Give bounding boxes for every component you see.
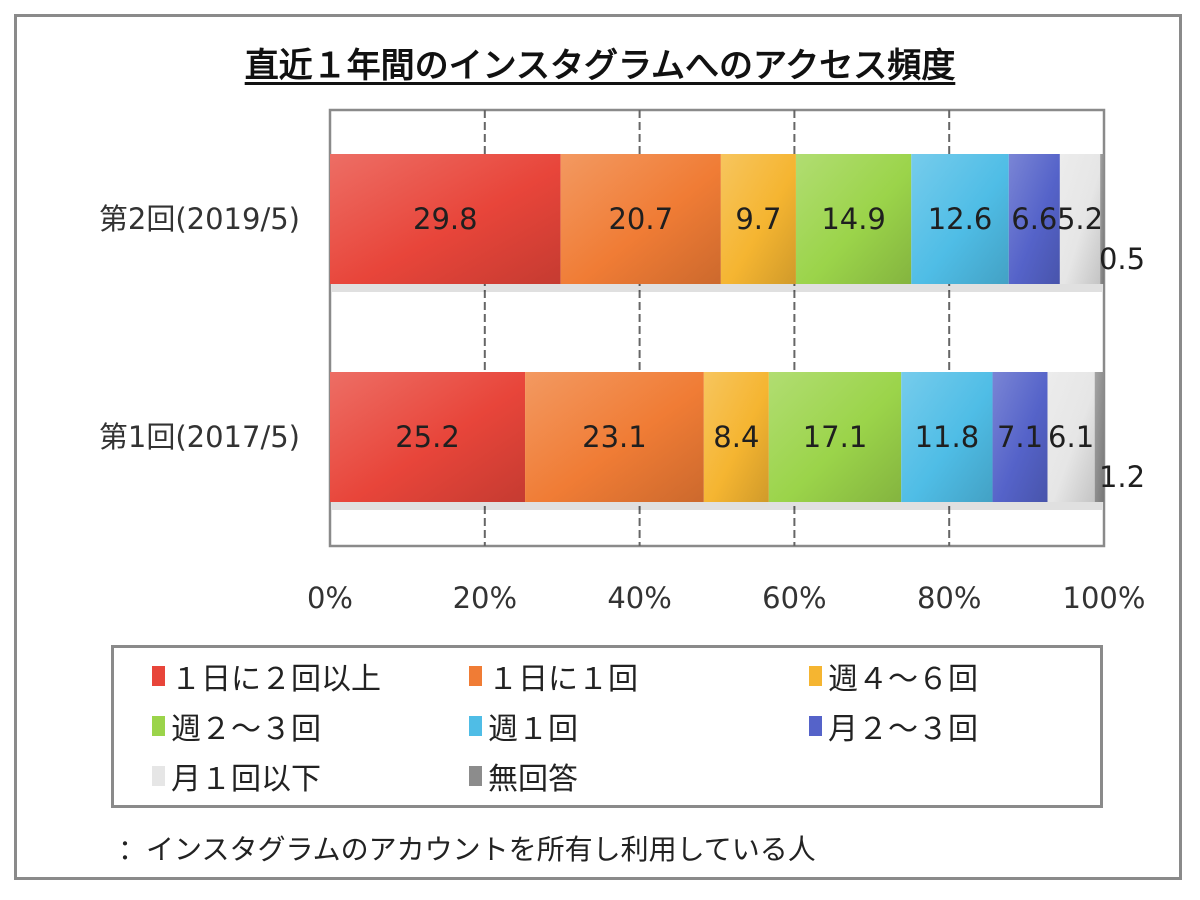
data-label: 11.8 [915, 420, 980, 454]
bar-segment [768, 372, 902, 502]
data-label: 5.2 [1057, 202, 1103, 236]
bar-segment [1047, 372, 1095, 502]
legend-label: 月２～３回 [828, 712, 978, 747]
x-tick-label: 100% [1063, 581, 1146, 615]
bar-segment [911, 154, 1009, 284]
legend-item: 週２～３回 [152, 704, 321, 748]
bar-segment [795, 154, 912, 284]
legend-swatch [809, 666, 822, 686]
legend-label: 無回答 [488, 762, 578, 797]
data-label: 14.9 [821, 202, 886, 236]
legend-swatch [469, 766, 482, 786]
data-label: 12.6 [928, 202, 993, 236]
legend-item: 無回答 [469, 754, 578, 798]
legend: １日に２回以上 １日に１回 週４～６回週２～３回 週１回 月２～３回月１回以下 無回答 [111, 645, 1103, 808]
legend-item: 週１回 [469, 704, 578, 748]
plot-area: 0% 20% 40% 60% 80% 100% 第2回(2019/5) 29.8 20.7 9.7… [99, 108, 1146, 615]
bar-shadow [332, 502, 1102, 510]
category-label: 第1回(2017/5) [99, 420, 300, 454]
bar-segment [560, 154, 721, 284]
bar-segment [720, 154, 796, 284]
chart-title: 直近１年間のインスタグラムへのアクセス頻度 [0, 38, 1200, 87]
data-label: 23.1 [582, 420, 647, 454]
bar-segment [1100, 154, 1104, 284]
category-label: 第2回(2019/5) [99, 202, 300, 236]
data-label: 29.8 [413, 202, 478, 236]
data-label: 6.6 [1011, 202, 1057, 236]
bar-segment [1059, 154, 1101, 284]
legend-swatch [152, 766, 165, 786]
data-label: 7.1 [997, 420, 1043, 454]
legend-label: 週４～６回 [828, 662, 978, 697]
legend-label: １日に２回以上 [171, 662, 381, 697]
legend-swatch [469, 716, 482, 736]
data-label: 20.7 [608, 202, 673, 236]
legend-label: 月１回以下 [171, 762, 321, 797]
legend-swatch [809, 716, 822, 736]
data-label: 8.4 [713, 420, 759, 454]
bar-segment [1094, 372, 1104, 502]
bar-segment [525, 372, 704, 502]
data-label: 9.7 [735, 202, 781, 236]
bar-segment [901, 372, 993, 502]
x-tick-label: 80% [917, 581, 981, 615]
legend-label: 週２～３回 [171, 712, 321, 747]
bar-segment [1008, 154, 1060, 284]
data-label: 25.2 [395, 420, 460, 454]
legend-swatch [469, 666, 482, 686]
chart-title-text: 直近１年間のインスタグラムへのアクセス頻度 [244, 46, 956, 86]
legend-item: １日に２回以上 [152, 654, 381, 698]
bar-segment [992, 372, 1048, 502]
bar-segment [703, 372, 769, 502]
x-tick-label: 0% [307, 581, 353, 615]
footnote: ：インスタグラムのアカウントを所有し利用している人 [118, 833, 816, 866]
x-tick-label: 60% [762, 581, 826, 615]
x-tick-label: 20% [453, 581, 517, 615]
bar-segment [330, 372, 526, 502]
legend-swatch [152, 666, 165, 686]
bar-shadow [332, 284, 1102, 292]
legend-label: １日に１回 [488, 662, 638, 697]
legend-item: 月１回以下 [152, 754, 321, 798]
legend-swatch [152, 716, 165, 736]
data-label: 0.5 [1099, 242, 1145, 276]
data-label: 17.1 [803, 420, 868, 454]
legend-item: １日に１回 [469, 654, 638, 698]
data-label: 1.2 [1099, 460, 1145, 494]
data-label: 6.1 [1048, 420, 1094, 454]
bar-segment [330, 154, 561, 284]
bar-chart: 0% 20% 40% 60% 80% 100% 第2回(2019/5) 29.8 20.7 9.7… [99, 108, 1146, 615]
legend-item: 週４～６回 [809, 654, 978, 698]
legend-item: 月２～３回 [809, 704, 978, 748]
x-tick-label: 40% [607, 581, 671, 615]
legend-label: 週１回 [488, 712, 578, 747]
